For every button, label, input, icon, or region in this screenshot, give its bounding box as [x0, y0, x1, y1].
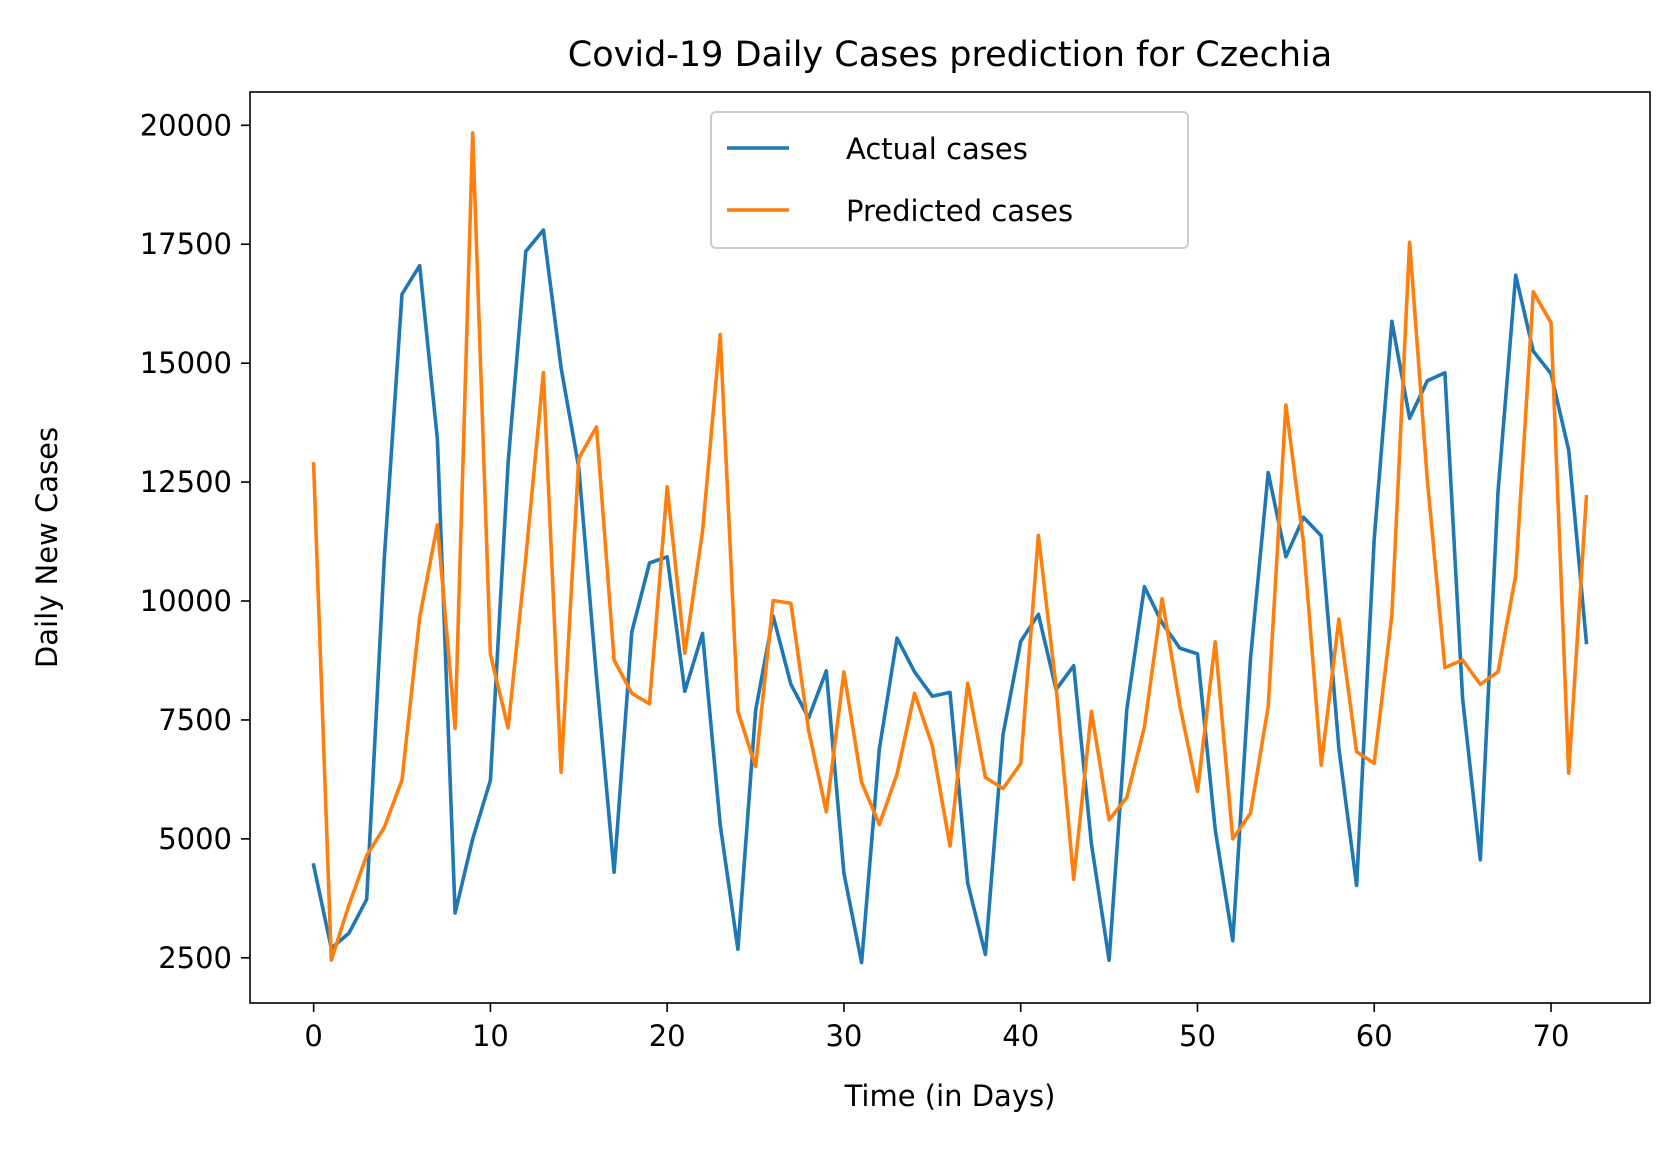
x-tick-label: 70 [1533, 1019, 1570, 1053]
y-tick-label: 15000 [140, 346, 232, 380]
legend-box [710, 111, 1189, 249]
x-tick-label: 10 [472, 1019, 509, 1053]
y-axis-label: Daily New Cases [30, 427, 64, 668]
x-tick-label: 30 [825, 1019, 862, 1053]
y-tick-label: 10000 [140, 584, 232, 618]
x-tick-label: 20 [649, 1019, 686, 1053]
x-tick-label: 60 [1356, 1019, 1393, 1053]
legend: Actual cases Predicted cases [710, 111, 1189, 249]
chart-title: Covid-19 Daily Cases prediction for Czec… [568, 35, 1332, 75]
y-tick-label: 2500 [158, 941, 232, 975]
y-tick-label: 12500 [140, 465, 232, 499]
axes-frame [249, 91, 1651, 1004]
x-axis-ticks: 0 10 20 30 40 50 60 70 [304, 1003, 1569, 1053]
legend-label-predicted-cases: Predicted cases [846, 194, 1073, 228]
x-axis-label: Time (in Days) [844, 1079, 1056, 1113]
legend-label-actual-cases: Actual cases [846, 132, 1028, 166]
y-axis-ticks: 2500 5000 7500 10000 12500 15000 17500 20000 [140, 108, 250, 975]
series-line-actual-cases [311, 228, 1589, 965]
y-tick-label: 20000 [140, 108, 232, 142]
series-layer [311, 131, 1589, 965]
x-tick-label: 40 [1002, 1019, 1039, 1053]
series-line-predicted-cases [311, 131, 1589, 963]
x-tick-label: 0 [304, 1019, 322, 1053]
y-tick-label: 7500 [158, 703, 232, 737]
y-tick-label: 17500 [140, 227, 232, 261]
x-tick-label: 50 [1179, 1019, 1216, 1053]
y-tick-label: 5000 [158, 822, 232, 856]
